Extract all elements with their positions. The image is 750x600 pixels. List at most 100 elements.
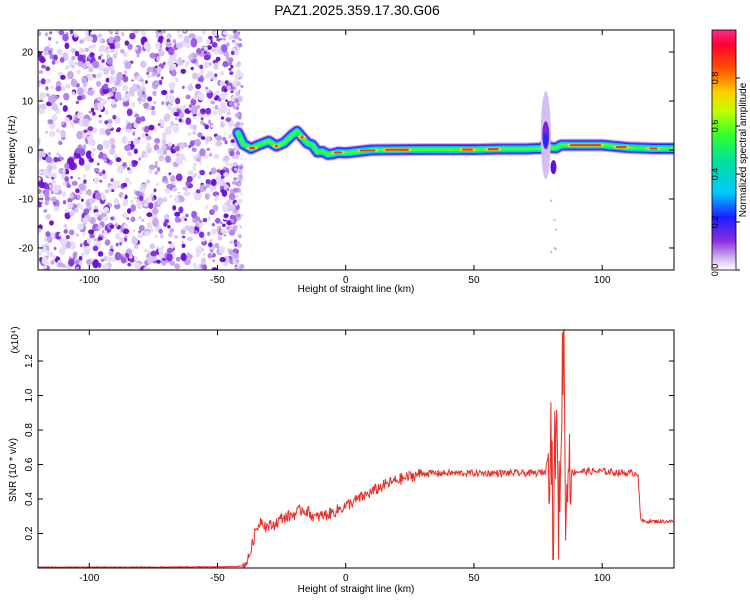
noise-speck xyxy=(199,148,206,157)
noise-speck xyxy=(182,104,187,109)
noise-speck xyxy=(200,257,207,265)
noise-speck xyxy=(101,195,106,201)
noise-speck xyxy=(46,236,53,244)
noise-speck xyxy=(146,71,150,76)
noise-speck xyxy=(200,117,204,120)
noise-speck xyxy=(190,66,194,71)
snr-series xyxy=(38,330,674,568)
noise-speck xyxy=(109,42,116,50)
noise-speck xyxy=(88,110,92,114)
noise-speck xyxy=(62,105,68,112)
noise-speck xyxy=(221,91,227,99)
noise-speck xyxy=(82,217,89,223)
noise-speck xyxy=(58,233,62,237)
noise-speck xyxy=(157,30,162,33)
noise-speck xyxy=(134,244,139,250)
noise-speck xyxy=(235,155,239,160)
noise-speck xyxy=(169,95,173,99)
noise-speck xyxy=(154,171,159,175)
noise-speck xyxy=(212,259,216,262)
noise-speck xyxy=(91,44,97,49)
noise-speck xyxy=(187,170,194,176)
noise-speck xyxy=(226,85,231,90)
noise-speck xyxy=(111,100,116,105)
noise-speck xyxy=(153,206,157,210)
noise-speck xyxy=(204,205,209,209)
noise-speck xyxy=(85,190,89,194)
noise-speck xyxy=(126,108,133,117)
noise-speck xyxy=(146,66,153,73)
noise-speck xyxy=(237,198,243,204)
noise-speck xyxy=(140,78,144,83)
snr-x-ticks: -100 -50 0 50 100 xyxy=(79,330,611,584)
noise-speck xyxy=(38,83,42,86)
noise-speck xyxy=(154,80,160,86)
noise-speck xyxy=(192,95,197,100)
noise-speck xyxy=(79,39,84,44)
noise-speck xyxy=(82,134,87,140)
noise-speck xyxy=(156,259,161,264)
noise-speck xyxy=(85,139,88,144)
noise-speck xyxy=(41,257,49,265)
noise-speck xyxy=(76,194,81,200)
noise-speck xyxy=(226,56,230,61)
noise-speck xyxy=(114,223,119,228)
noise-speck xyxy=(69,211,74,217)
noise-speck xyxy=(168,241,172,244)
noise-speck xyxy=(205,136,211,143)
noise-speck xyxy=(213,153,220,160)
noise-speck xyxy=(68,229,75,236)
noise-speck xyxy=(45,93,50,97)
noise-speck xyxy=(38,181,46,189)
noise-speck xyxy=(240,122,244,126)
noise-speck xyxy=(196,63,201,68)
noise-speck xyxy=(148,124,155,131)
noise-speck xyxy=(237,217,240,220)
noise-speck xyxy=(122,182,128,188)
noise-speck xyxy=(166,184,172,189)
noise-speck xyxy=(71,64,75,69)
noise-speck xyxy=(40,78,46,85)
noise-speck xyxy=(184,218,188,222)
noise-speck xyxy=(69,193,74,199)
noise-speck xyxy=(195,245,203,255)
noise-speck xyxy=(148,202,154,209)
noise-speck xyxy=(169,228,174,233)
noise-speck xyxy=(230,90,234,94)
noise-speck xyxy=(100,258,105,262)
noise-speck xyxy=(175,97,181,105)
noise-speck xyxy=(226,188,230,192)
noise-speck xyxy=(55,128,61,133)
noise-speck xyxy=(48,184,52,188)
noise-speck xyxy=(205,107,212,115)
noise-speck xyxy=(86,136,94,145)
noise-speck xyxy=(61,121,65,125)
noise-speck xyxy=(89,234,95,239)
noise-speck xyxy=(58,167,65,175)
noise-speck xyxy=(177,191,181,195)
noise-speck xyxy=(228,193,236,201)
noise-speck xyxy=(92,148,97,152)
noise-speck xyxy=(214,242,219,248)
noise-speck xyxy=(104,110,109,116)
noise-speck xyxy=(237,43,243,48)
noise-speck xyxy=(238,234,242,239)
noise-speck xyxy=(46,164,53,172)
noise-speck xyxy=(195,83,202,90)
noise-speck xyxy=(83,179,87,184)
noise-speck xyxy=(216,38,221,42)
noise-speck xyxy=(111,87,116,93)
noise-speck xyxy=(236,107,239,111)
noise-speck xyxy=(147,96,153,102)
noise-speck xyxy=(114,30,120,33)
noise-speck xyxy=(86,238,92,244)
noise-speck xyxy=(79,148,86,157)
noise-speck xyxy=(178,153,185,161)
noise-speck xyxy=(42,168,49,177)
noise-speck xyxy=(215,176,222,185)
noise-speck xyxy=(102,173,108,180)
noise-speck xyxy=(230,50,235,56)
noise-speck xyxy=(80,252,85,257)
noise-speck xyxy=(199,184,207,193)
noise-speck xyxy=(226,112,231,116)
